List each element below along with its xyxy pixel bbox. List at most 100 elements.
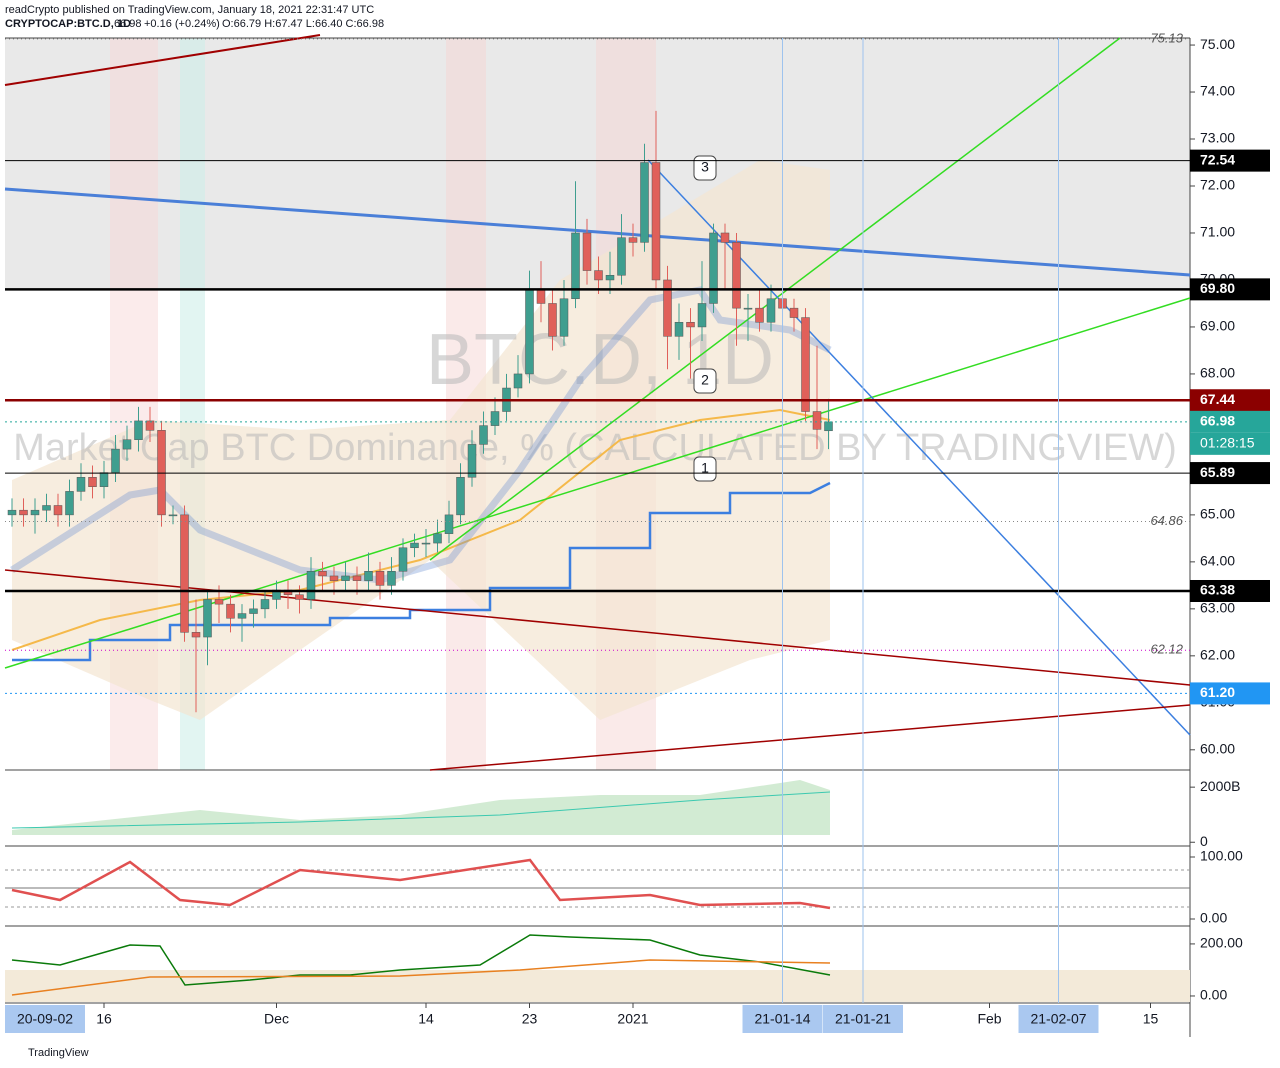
candle-body	[122, 439, 132, 450]
candle-body	[42, 505, 51, 511]
price-label: 66.98	[1200, 413, 1235, 429]
y-tick-label: 63.00	[1200, 600, 1235, 616]
indicator-line	[11, 934, 831, 986]
x-label-box	[742, 1005, 823, 1033]
candle-body	[352, 575, 362, 581]
candle-body	[398, 547, 408, 572]
candle-body	[686, 321, 695, 328]
y-tick-label: 73.00	[1200, 130, 1235, 146]
candle-body	[433, 533, 442, 544]
candle-body	[571, 232, 580, 300]
candle-body	[801, 317, 810, 412]
pane-tick-label: 200.00	[1200, 935, 1243, 951]
callout-box	[693, 368, 717, 394]
candle-body	[364, 571, 373, 581]
price-label: 69.80	[1200, 280, 1235, 296]
candle-body	[306, 571, 316, 600]
y-tick-label: 69.00	[1200, 318, 1235, 334]
candle-body	[134, 420, 143, 440]
candle-body	[605, 275, 615, 281]
countdown-box	[1190, 432, 1270, 455]
countdown: 01:28:15	[1200, 435, 1255, 451]
volume-ma	[11, 791, 831, 829]
candle-body	[421, 542, 431, 545]
trendline	[4, 297, 1191, 669]
cursor-label: 20-09-02	[17, 1011, 73, 1027]
last: 66.98	[114, 18, 142, 30]
y-tick-label: 75.00	[1200, 36, 1235, 52]
price-label-box	[1190, 579, 1270, 602]
y-tick-label: 68.00	[1200, 365, 1235, 381]
y-tick-label: 64.00	[1200, 553, 1235, 569]
candle-body	[594, 270, 603, 281]
candle-body	[628, 237, 638, 243]
candle-body	[766, 298, 776, 323]
callout-text: 2	[701, 372, 709, 388]
y-tick-label: 60.00	[1200, 741, 1235, 757]
trendline	[4, 569, 1191, 686]
price-pane: BTC.D, 1D Market Cap BTC Dominance, % (C…	[4, 34, 1191, 1037]
candle-body	[617, 237, 626, 276]
sub-panes	[5, 780, 1190, 1004]
candle-body	[674, 321, 684, 337]
candle-body	[214, 599, 224, 605]
x-label-box	[823, 1005, 903, 1033]
candle-body	[651, 162, 661, 281]
candle-body	[168, 514, 178, 517]
band	[12, 160, 830, 720]
x-tick-label: 16	[96, 1011, 112, 1027]
candle-body	[525, 289, 534, 375]
candle-body	[490, 411, 500, 426]
x-label-box	[1018, 1005, 1099, 1033]
level-label: 75.13	[1150, 30, 1183, 45]
price-label: 65.89	[1200, 464, 1235, 480]
callout: 1	[693, 456, 717, 482]
change: +0.16 (+0.24%)	[144, 18, 220, 30]
x-tick-label: 14	[418, 1011, 434, 1027]
candle-body	[663, 279, 672, 337]
pane-tick-label: 2000B	[1200, 778, 1240, 794]
candle-body	[111, 448, 120, 473]
x-tick-label: Feb	[977, 1011, 1001, 1027]
candle-body	[582, 232, 592, 271]
y-tick-label: 74.00	[1200, 83, 1235, 99]
callout-box	[693, 456, 717, 482]
candle-body	[65, 491, 74, 516]
candle-body	[99, 472, 109, 487]
level-label: 62.12	[1150, 642, 1183, 657]
indicator-line	[11, 959, 831, 996]
candle-body	[145, 420, 155, 431]
candle-body	[53, 505, 63, 516]
candle-body	[318, 571, 327, 577]
callout-text: 1	[701, 460, 709, 476]
y-tick-label: 65.00	[1200, 506, 1235, 522]
candle-body	[180, 514, 189, 633]
publisher: readCrypto published on TradingView.com,…	[5, 4, 374, 16]
candle-body	[191, 632, 201, 638]
candle-body	[76, 477, 86, 492]
candle-body	[260, 599, 270, 610]
oscillator	[11, 858, 831, 910]
x-tick-label: 2021	[617, 1011, 648, 1027]
pane-tick-label: 0	[1200, 833, 1208, 849]
watermark-description: Market Cap BTC Dominance, % (CALCULATED …	[13, 427, 1177, 469]
price-label-box	[1190, 149, 1270, 172]
price-label: 61.20	[1200, 684, 1235, 700]
price-label-box	[1190, 278, 1270, 301]
candle-body	[536, 289, 546, 304]
candle-body	[30, 509, 40, 516]
x-tick-label: 21-02-07	[1030, 1011, 1086, 1027]
candle-body	[548, 303, 557, 337]
candle-body	[295, 594, 304, 600]
candle-body	[755, 307, 764, 323]
y-tick-label: 62.00	[1200, 647, 1235, 663]
pane-tick-label: 0.00	[1200, 910, 1227, 926]
candle-body	[226, 603, 235, 619]
x-tick-label: Dec	[264, 1011, 289, 1027]
candle-body	[410, 542, 419, 549]
pane-tick-label: 100.00	[1200, 848, 1243, 864]
callout: 3	[693, 155, 717, 181]
candle-body	[789, 307, 799, 318]
candle-body	[640, 162, 649, 243]
